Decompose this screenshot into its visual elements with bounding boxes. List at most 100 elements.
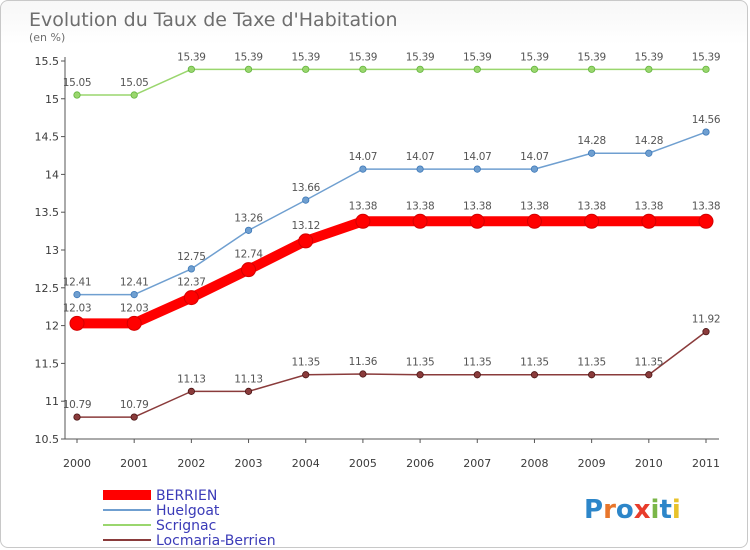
logo-text: Proxiti (584, 495, 681, 525)
data-label: 11.35 (635, 357, 664, 369)
data-point (355, 213, 371, 229)
data-label: 14.07 (463, 151, 492, 163)
data-point (73, 91, 81, 99)
data-label: 13.38 (692, 200, 721, 212)
data-label: 11.35 (463, 357, 492, 369)
data-label: 11.35 (577, 357, 606, 369)
y-tick-label: 14.5 (35, 131, 60, 144)
data-point (130, 91, 138, 99)
data-point (702, 65, 710, 73)
data-point (241, 262, 257, 278)
data-label: 13.38 (635, 200, 664, 212)
y-tick-label: 12.5 (35, 282, 60, 295)
data-label: 15.39 (463, 51, 492, 63)
data-label: 11.92 (692, 314, 721, 326)
data-label: 14.28 (635, 135, 664, 147)
data-point (244, 226, 253, 234)
data-point (526, 213, 542, 229)
data-label: 15.39 (234, 51, 263, 63)
data-point (584, 213, 600, 229)
data-label: 15.05 (120, 77, 149, 89)
data-label: 12.74 (234, 249, 263, 261)
y-tick-label: 13 (45, 244, 59, 257)
data-label: 13.38 (577, 200, 606, 212)
y-tick-label: 15 (45, 93, 59, 106)
data-point (530, 65, 539, 73)
data-label: 15.39 (635, 51, 664, 63)
data-label: 13.66 (291, 182, 320, 194)
data-label: 14.07 (406, 151, 435, 163)
data-point (187, 265, 195, 273)
legend-label: BERRIEN (156, 488, 217, 504)
data-point (187, 387, 195, 395)
data-point (244, 65, 253, 73)
data-point (530, 371, 539, 379)
x-tick-label: 2006 (406, 457, 434, 470)
data-label: 13.26 (234, 212, 263, 224)
data-label: 14.28 (577, 135, 606, 147)
data-label: 15.39 (520, 51, 549, 63)
data-point (469, 213, 485, 229)
x-tick-label: 2010 (635, 457, 663, 470)
data-point (126, 315, 142, 331)
data-label: 12.41 (120, 277, 149, 289)
legend-label: Huelgoat (156, 503, 220, 519)
chart-subtitle: (en %) (29, 31, 65, 44)
series-lines (69, 65, 714, 421)
data-labels: 12.41 12.41 12.75 13.26 13.66 14.07 14.07 14.07… (63, 51, 721, 411)
data-label: 13.12 (291, 220, 320, 232)
data-point (416, 65, 424, 73)
data-label: 15.05 (63, 77, 92, 89)
data-point (69, 315, 85, 331)
x-tick-label: 2011 (692, 457, 720, 470)
y-tick-label: 10.5 (35, 433, 60, 446)
data-label: 14.07 (520, 151, 549, 163)
data-point (302, 65, 310, 73)
series-line-huelgoat (76, 131, 707, 296)
x-tick-label: 2005 (349, 457, 377, 470)
data-point (588, 149, 596, 157)
data-point (416, 165, 424, 173)
y-tick-label: 14 (45, 168, 59, 181)
y-tick-label: 11.5 (35, 357, 60, 370)
data-label: 14.07 (349, 151, 378, 163)
data-label: 11.36 (349, 356, 378, 368)
proxiti-logo: Proxiti (584, 495, 681, 525)
data-point (73, 413, 81, 421)
data-point (641, 213, 657, 229)
data-label: 10.79 (120, 399, 149, 411)
x-tick-label: 2003 (235, 457, 263, 470)
data-point (645, 371, 653, 379)
x-tick-label: 2002 (177, 457, 205, 470)
data-point (302, 371, 310, 379)
data-point (183, 290, 199, 306)
data-point (588, 65, 596, 73)
data-label: 12.75 (177, 251, 206, 263)
y-tick-label: 12 (45, 320, 59, 333)
data-point (473, 165, 481, 173)
data-label: 11.13 (177, 373, 206, 385)
legend-label: Scrignac (156, 518, 216, 534)
data-point (473, 371, 481, 379)
y-tick-label: 11 (45, 395, 59, 408)
data-point (130, 291, 138, 299)
data-label: 11.35 (406, 357, 435, 369)
data-label: 14.56 (692, 114, 721, 126)
data-point (645, 65, 653, 73)
data-label: 11.13 (234, 373, 263, 385)
data-label: 13.38 (463, 200, 492, 212)
data-point (187, 65, 195, 73)
y-tick-label: 15.5 (35, 55, 60, 68)
data-point (73, 291, 81, 299)
x-tick-label: 2007 (463, 457, 491, 470)
data-label: 11.35 (291, 357, 320, 369)
data-label: 12.37 (177, 277, 206, 289)
data-point (244, 387, 253, 395)
x-tick-label: 2004 (292, 457, 320, 470)
data-label: 12.03 (120, 302, 149, 314)
y-tick-label: 13.5 (35, 206, 60, 219)
data-label: 12.03 (63, 302, 92, 314)
data-label: 13.38 (406, 200, 435, 212)
